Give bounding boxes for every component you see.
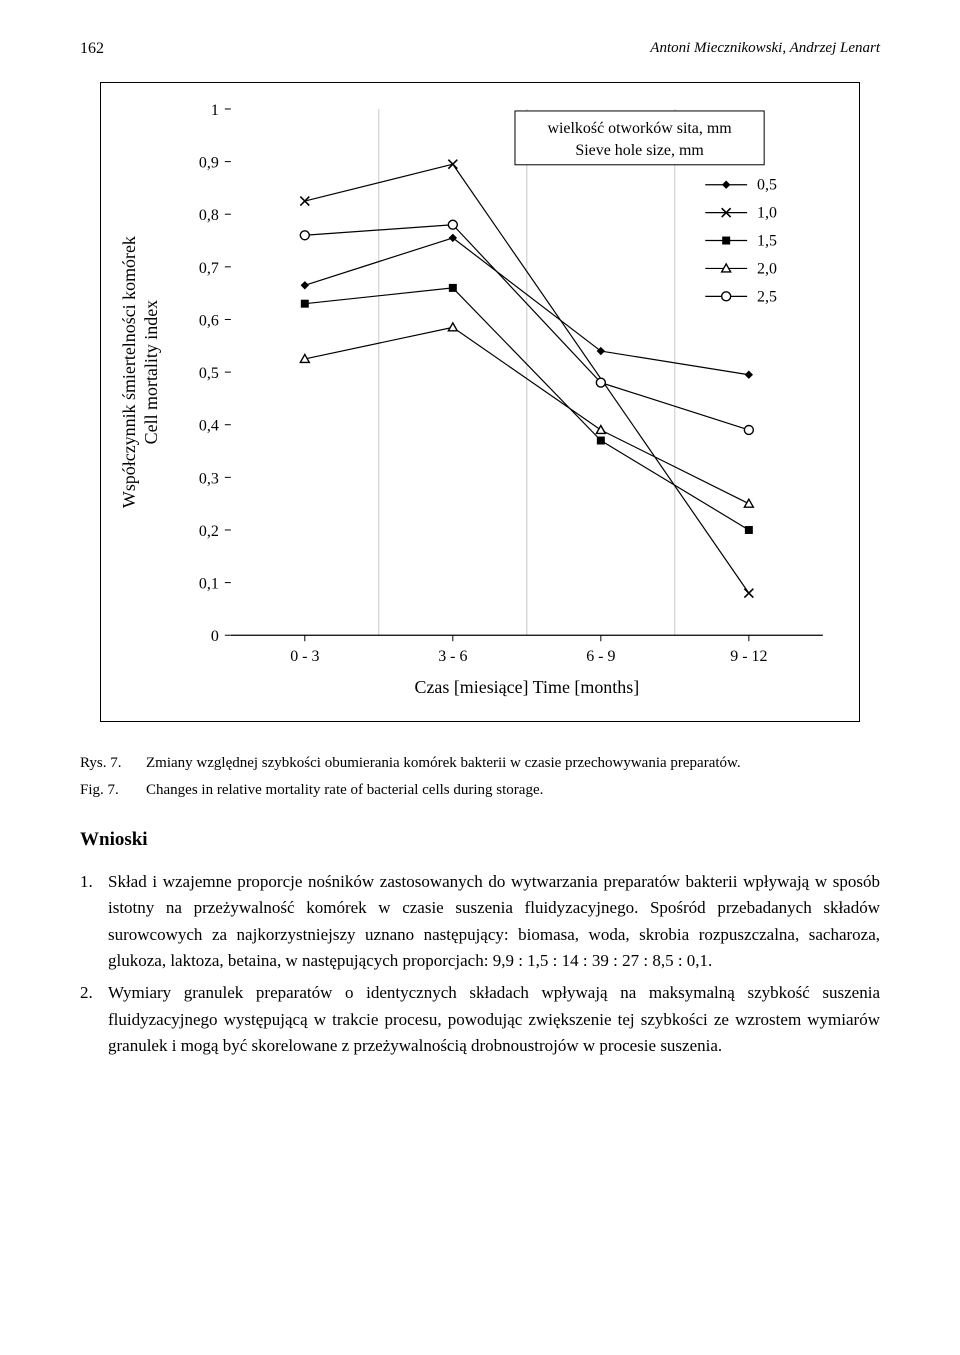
figure-caption: Rys. 7. Zmiany względnej szybkości obumi… bbox=[80, 752, 880, 801]
fig-text: Changes in relative mortality rate of ba… bbox=[146, 779, 880, 802]
authors: Antoni Miecznikowski, Andrzej Lenart bbox=[650, 40, 880, 58]
caption-fig: Fig. 7. Changes in relative mortality ra… bbox=[80, 779, 880, 802]
svg-text:2,0: 2,0 bbox=[757, 260, 777, 277]
fig-label: Fig. 7. bbox=[80, 779, 146, 802]
svg-text:Sieve hole size, mm: Sieve hole size, mm bbox=[575, 142, 704, 159]
svg-text:0,4: 0,4 bbox=[199, 418, 219, 435]
svg-text:6 - 9: 6 - 9 bbox=[586, 648, 615, 665]
svg-text:3 - 6: 3 - 6 bbox=[438, 648, 467, 665]
chart-figure: 0 0,1 0,2 0,3 0,4 0,5 0,6 0,7 0,8 0,9 1 0 - 3 3 - 6 6… bbox=[100, 82, 860, 722]
caption-rys: Rys. 7. Zmiany względnej szybkości obumi… bbox=[80, 752, 880, 775]
svg-text:0,5: 0,5 bbox=[757, 177, 777, 194]
svg-text:2,5: 2,5 bbox=[757, 288, 777, 305]
svg-text:0,8: 0,8 bbox=[199, 207, 219, 224]
svg-text:9 - 12: 9 - 12 bbox=[730, 648, 767, 665]
svg-text:0,2: 0,2 bbox=[199, 523, 219, 540]
svg-text:1,5: 1,5 bbox=[757, 233, 777, 250]
rys-text: Zmiany względnej szybkości obumierania k… bbox=[146, 752, 880, 775]
svg-text:0,1: 0,1 bbox=[199, 576, 219, 593]
svg-text:0,5: 0,5 bbox=[199, 365, 219, 382]
chart-svg: 0 0,1 0,2 0,3 0,4 0,5 0,6 0,7 0,8 0,9 1 0 - 3 3 - 6 6… bbox=[111, 99, 839, 705]
svg-text:0,7: 0,7 bbox=[199, 260, 219, 277]
svg-text:wielkość otworków sita, mm: wielkość otworków sita, mm bbox=[547, 120, 732, 137]
svg-text:1: 1 bbox=[211, 102, 219, 119]
conclusion-item: Wymiary granulek preparatów o identyczny… bbox=[80, 980, 880, 1059]
svg-text:0: 0 bbox=[211, 628, 219, 645]
svg-text:0,6: 0,6 bbox=[199, 312, 219, 329]
page-header: 162 Antoni Miecznikowski, Andrzej Lenart bbox=[80, 40, 880, 58]
rys-label: Rys. 7. bbox=[80, 752, 146, 775]
svg-text:Czas [miesiące] Time [months: Czas [miesiące] Time [months] bbox=[414, 677, 639, 697]
svg-text:0,3: 0,3 bbox=[199, 470, 219, 487]
svg-text:Współczynnik śmiertelności kom: Współczynnik śmiertelności komórekCell m… bbox=[119, 236, 161, 508]
svg-text:0,9: 0,9 bbox=[199, 155, 219, 172]
section-heading: Wnioski bbox=[80, 829, 880, 851]
svg-text:0 - 3: 0 - 3 bbox=[290, 648, 319, 665]
conclusion-item: Skład i wzajemne proporcje nośników zast… bbox=[80, 869, 880, 974]
svg-text:1,0: 1,0 bbox=[757, 205, 777, 222]
conclusions-list: Skład i wzajemne proporcje nośników zast… bbox=[80, 869, 880, 1059]
page-number: 162 bbox=[80, 40, 104, 58]
